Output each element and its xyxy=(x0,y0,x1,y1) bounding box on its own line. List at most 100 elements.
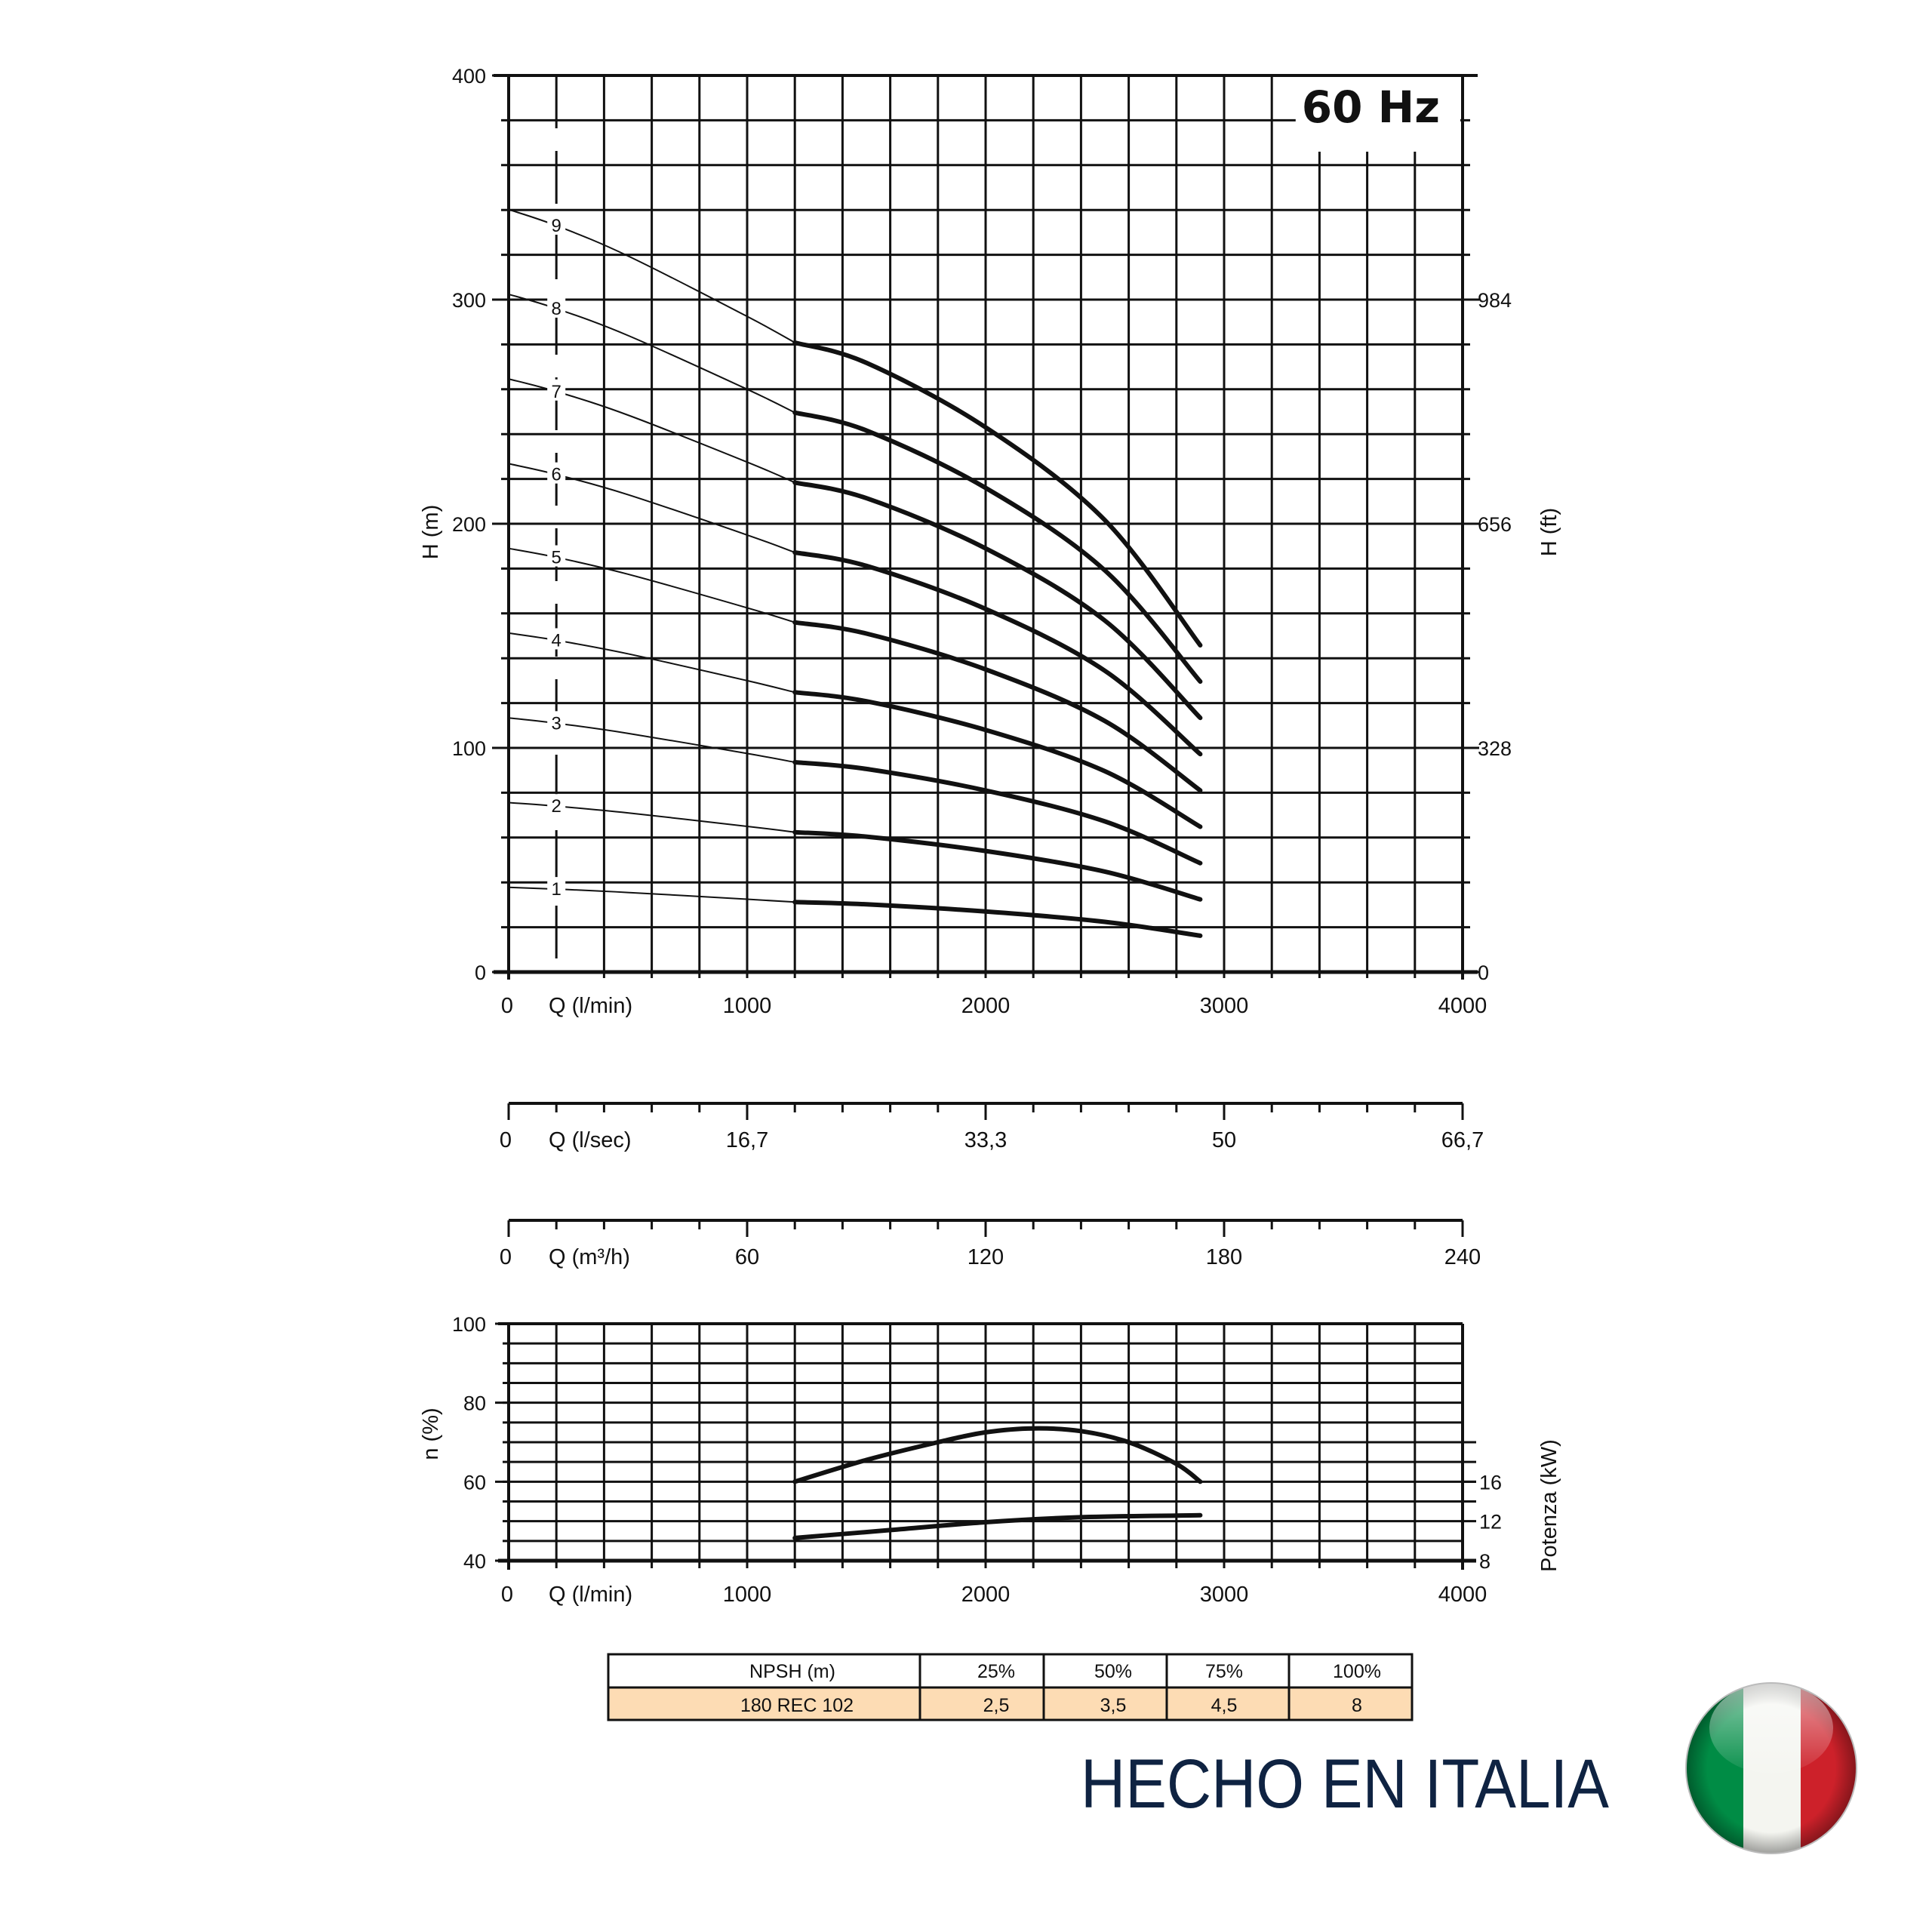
stage-label: 1 xyxy=(552,879,561,900)
stage-label: 9 xyxy=(552,216,561,236)
stage-label-background xyxy=(547,711,566,733)
head-curve-stage-9-extrapolated xyxy=(508,208,795,343)
y-right-axis-title: Potenza (kW) xyxy=(1537,1439,1561,1572)
npsh-header-75: 75% xyxy=(1205,1661,1243,1682)
head-curve-stage-3 xyxy=(792,760,1203,866)
axis-title: Q (m³/h) xyxy=(549,1245,630,1269)
x-tick-label: 2000 xyxy=(961,994,1011,1018)
npsh-value-25: 2,5 xyxy=(983,1695,1010,1716)
axis-title: Q (l/sec) xyxy=(549,1128,632,1152)
y-tick-label: 100 xyxy=(452,1313,486,1336)
stage-label-background xyxy=(547,794,566,816)
axis-tick-label: 180 xyxy=(1206,1245,1242,1269)
npsh-row-background xyxy=(608,1687,1412,1720)
head-curve-stage-4 xyxy=(792,690,1203,829)
y-right-tick-label: 328 xyxy=(1478,737,1512,760)
stage-label: 7 xyxy=(552,382,561,402)
y-tick-label: 100 xyxy=(452,737,486,760)
frequency-label: 60 Hz xyxy=(1302,82,1440,133)
axis-tick-label: 66,7 xyxy=(1441,1128,1484,1152)
stage-label: 8 xyxy=(552,299,561,319)
stage-label-background xyxy=(547,545,566,567)
y-axis-title: H (m) xyxy=(419,505,443,559)
y-tick-label: 300 xyxy=(452,289,486,312)
npsh-model: 180 REC 102 xyxy=(740,1695,854,1716)
power-curve xyxy=(792,1512,1203,1540)
x-tick-label: 1000 xyxy=(723,1583,772,1607)
axis-tick-label: 120 xyxy=(968,1245,1004,1269)
y-tick-label: 0 xyxy=(475,961,486,984)
y-tick-label: 200 xyxy=(452,513,486,536)
y-right-tick-label: 16 xyxy=(1479,1471,1502,1494)
head-curve-stage-7-extrapolated xyxy=(508,378,795,484)
x-tick-label: 4000 xyxy=(1438,1583,1487,1607)
head-curve-stage-6-extrapolated xyxy=(508,463,795,553)
q-m3h-axis: 0 60 120 180 240 Q (m³/h) xyxy=(500,1219,1481,1269)
axis-tick-label: 50 xyxy=(1212,1128,1236,1152)
x-tick-label: 2000 xyxy=(961,1583,1011,1607)
stage-label-background xyxy=(547,462,566,484)
head-curve-stage-1 xyxy=(792,900,1203,938)
head-curve-stage-7 xyxy=(792,480,1203,721)
y-tick-label: 40 xyxy=(463,1550,486,1573)
head-curve-stage-2 xyxy=(792,829,1203,902)
q-lsec-axis: 0 16,7 33,3 50 66,7 Q (l/sec) xyxy=(500,1102,1484,1152)
axis-tick-label: 0 xyxy=(500,1245,512,1269)
head-curve-stage-5-extrapolated xyxy=(508,547,795,623)
npsh-table: NPSH (m) 25% 50% 75% 100% 180 REC 102 2,… xyxy=(607,1653,1414,1721)
x-tick-label: 3000 xyxy=(1200,994,1249,1018)
x-axis-title: Q (l/min) xyxy=(549,1583,632,1607)
y-tick-label: 60 xyxy=(463,1471,486,1494)
stage-label: 3 xyxy=(552,713,561,734)
npsh-header-label: NPSH (m) xyxy=(749,1661,835,1682)
npsh-header-50: 50% xyxy=(1094,1661,1132,1682)
x-tick-label: 1000 xyxy=(723,994,772,1018)
y-right-tick-label: 12 xyxy=(1479,1511,1502,1534)
y-tick-label: 400 xyxy=(452,65,486,88)
npsh-value-50: 3,5 xyxy=(1100,1695,1127,1716)
y-right-tick-label: 656 xyxy=(1478,513,1512,536)
x-axis-title: Q (l/min) xyxy=(549,994,632,1018)
axis-tick-label: 33,3 xyxy=(964,1128,1007,1152)
npsh-header-25: 25% xyxy=(977,1661,1015,1682)
y-axis-title: n (%) xyxy=(419,1407,443,1460)
y-tick-label: 80 xyxy=(463,1392,486,1415)
head-curve-stage-6 xyxy=(792,550,1203,757)
x-tick-label: 3000 xyxy=(1200,1583,1249,1607)
axis-tick-label: 240 xyxy=(1444,1245,1481,1269)
y-right-tick-label: 0 xyxy=(1478,961,1489,984)
axis-tick-label: 0 xyxy=(500,1128,512,1152)
stage-label-background xyxy=(547,877,566,899)
stage-label-background xyxy=(547,213,566,235)
stage-label: 4 xyxy=(552,630,561,651)
stage-label: 5 xyxy=(552,548,561,568)
head-curve-stage-8-extrapolated xyxy=(508,293,795,414)
axis-tick-label: 60 xyxy=(735,1245,759,1269)
italy-flag-icon xyxy=(1685,1682,1857,1854)
head-curve-stage-8 xyxy=(792,410,1203,685)
stage-label-background xyxy=(547,628,566,650)
x-tick-label: 4000 xyxy=(1438,994,1487,1018)
frequency-label-box xyxy=(1295,77,1460,152)
stage-label-background xyxy=(547,296,566,318)
y-right-tick-label: 984 xyxy=(1478,289,1512,312)
npsh-value-75: 4,5 xyxy=(1211,1695,1238,1716)
head-curve-stage-5 xyxy=(792,620,1203,793)
stage-label: 2 xyxy=(552,796,561,817)
made-in-italy-text: HECHO EN ITALIA xyxy=(1081,1746,1610,1823)
stage-label: 6 xyxy=(552,465,561,485)
efficiency-power-chart: 40 60 80 100 8 12 16 0 1000 2000 3000 4000 Q (l/min)… xyxy=(419,1313,1561,1607)
y-right-axis-title: H (ft) xyxy=(1537,508,1561,556)
y-right-tick-label: 8 xyxy=(1479,1550,1491,1573)
axis-tick-label: 16,7 xyxy=(726,1128,768,1152)
x-tick-label: 0 xyxy=(501,994,513,1018)
npsh-header-100: 100% xyxy=(1333,1661,1381,1682)
efficiency-curve xyxy=(792,1426,1203,1484)
stage-label-background xyxy=(547,379,566,401)
head-curve-stage-9 xyxy=(792,340,1203,648)
npsh-value-100: 8 xyxy=(1352,1695,1362,1716)
x-tick-label: 0 xyxy=(501,1583,513,1607)
